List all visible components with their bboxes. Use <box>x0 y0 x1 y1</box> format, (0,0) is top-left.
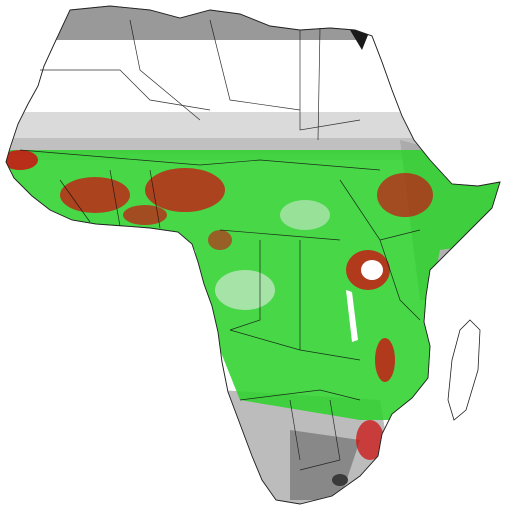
red-nigeria <box>145 168 225 212</box>
border-east-2 <box>379 239 421 321</box>
lesotho-dark <box>332 474 348 486</box>
nile-delta <box>350 30 370 50</box>
border-west-3 <box>149 169 161 229</box>
lake-victoria <box>361 260 383 280</box>
border-west-1 <box>59 179 91 223</box>
border-sahara-2 <box>129 19 201 121</box>
mediterranean-gray <box>40 6 360 40</box>
border-central-2 <box>229 240 261 331</box>
continent-outline <box>5 5 501 505</box>
border-central-1 <box>219 229 341 241</box>
red-malawi <box>375 338 395 382</box>
red-senegal <box>6 150 38 170</box>
congo-patch-2 <box>280 200 330 230</box>
red-mozambique <box>356 420 384 460</box>
congo-patch <box>215 270 275 310</box>
border-sahara-1 <box>40 69 211 111</box>
border-sahara-5 <box>317 27 321 141</box>
border-sahel-1 <box>19 149 381 171</box>
lake-tanganyika <box>346 290 358 342</box>
border-south-3 <box>289 399 301 461</box>
country-borders <box>19 19 421 471</box>
red-ethiopia <box>377 173 433 217</box>
border-south-2 <box>239 389 361 401</box>
madagascar <box>447 319 481 421</box>
border-sahara-3 <box>209 19 301 111</box>
border-sahara-4 <box>299 30 361 131</box>
border-south-1 <box>229 329 361 361</box>
south-gray-dark <box>290 430 360 500</box>
red-ghana <box>123 205 167 225</box>
border-west-2 <box>109 169 121 227</box>
red-cameroon <box>208 230 232 250</box>
border-south-4 <box>299 399 341 471</box>
